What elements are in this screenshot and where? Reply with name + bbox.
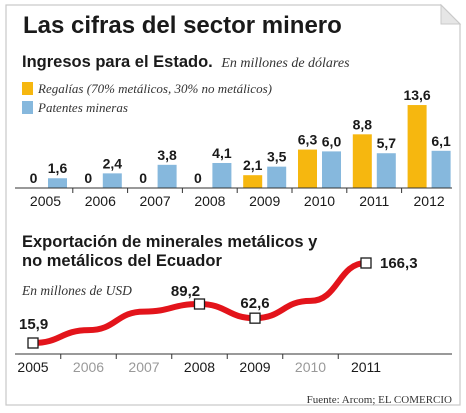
line-x-tick-label: 2006	[73, 359, 104, 375]
bar-royalties	[243, 175, 263, 188]
bar-x-tick-label: 2006	[85, 193, 116, 209]
line-x-tick-label: 2008	[184, 359, 215, 375]
bar-value-label: 0	[194, 170, 202, 186]
line-chart-title-1: Exportación de minerales metálicos y	[22, 233, 318, 251]
bar-patents	[267, 166, 287, 188]
bar-patents	[48, 178, 67, 188]
line-marks: 15,9 89,2 62,6 166,3	[19, 255, 418, 349]
revenue-bar-chart: Ingresos para el Estado. En millones de …	[15, 53, 452, 209]
bar-x-tick-label: 2005	[30, 193, 61, 209]
main-title: Las cifras del sector minero	[23, 12, 342, 39]
line-x-tick-label: 2005	[17, 359, 48, 375]
legend-swatch-royalties	[22, 82, 33, 95]
line-x-tick-label: 2011	[351, 359, 381, 375]
bar-value-label: 0	[84, 170, 92, 186]
source-credit: Fuente: Arcom; EL COMERCIO	[307, 394, 452, 406]
bar-x-axis: 2005 2006 2007 2008 2009 2010 2011 2012	[30, 188, 445, 209]
line-point-marker	[360, 257, 372, 269]
bar-value-label: 2,4	[103, 155, 123, 171]
legend-label-patents: Patentes mineras	[37, 100, 128, 115]
bar-value-label: 3,8	[157, 147, 177, 163]
bar-patents	[376, 153, 396, 188]
bar-x-tick-label: 2010	[304, 193, 335, 209]
bar-patents	[212, 162, 232, 188]
line-point-marker	[249, 312, 261, 324]
line-value-label: 166,3	[380, 255, 418, 272]
line-chart-subtitle: En millones de USD	[21, 283, 132, 298]
bar-x-tick-label: 2009	[249, 193, 280, 209]
line-x-tick-label: 2010	[295, 359, 326, 375]
bar-patents	[322, 151, 341, 188]
line-x-axis: 2005 2006 2007 2008 2009 2010 2011	[17, 354, 381, 375]
bar-royalties	[298, 149, 317, 188]
bar-value-label: 5,7	[377, 135, 397, 151]
bar-patents	[102, 173, 122, 188]
line-value-label: 62,6	[240, 295, 269, 312]
bar-value-label: 1,6	[48, 160, 68, 176]
bar-value-label: 13,6	[403, 87, 430, 103]
bar-value-label: 0	[139, 170, 147, 186]
bar-value-label: 2,1	[243, 157, 263, 173]
bar-x-tick-label: 2008	[194, 193, 225, 209]
bar-value-label: 3,5	[267, 149, 287, 165]
bar-value-label: 6,1	[431, 133, 451, 149]
line-point-marker	[193, 298, 206, 310]
bar-value-label: 6,3	[298, 132, 318, 148]
line-value-label: 89,2	[171, 283, 200, 300]
bar-marks: 0 1,6 0 2,4 0 3,8 0 4,1 2,13,5 6,3 6,0 8,85,7 13,6 6,…	[30, 87, 451, 188]
bar-x-tick-label: 2011	[359, 193, 389, 209]
bar-value-label: 6,0	[322, 133, 342, 149]
line-chart-title-2: no metálicos del Ecuador	[22, 252, 222, 270]
line-x-tick-label: 2009	[239, 359, 270, 375]
bar-value-label: 0	[30, 170, 38, 186]
legend-label-royalties: Regalías (70% metálicos, 30% no metálico…	[37, 81, 272, 96]
bar-value-label: 4,1	[212, 145, 232, 161]
bar-value-label: 8,8	[353, 116, 373, 132]
bar-royalties	[407, 105, 427, 188]
exports-line-chart: Exportación de minerales metálicos y no …	[15, 233, 452, 375]
line-x-tick-label: 2007	[128, 359, 159, 375]
bar-x-tick-label: 2012	[414, 193, 445, 209]
bar-patents	[157, 164, 177, 188]
line-point-marker	[27, 337, 39, 349]
bar-patents	[431, 150, 451, 188]
line-value-label: 15,9	[19, 316, 48, 333]
infographic-frame	[5, 4, 461, 406]
bar-chart-title: Ingresos para el Estado.	[22, 53, 213, 71]
folded-corner	[440, 3, 462, 25]
bar-chart-subtitle: En millones de dólares	[220, 56, 350, 71]
bar-royalties	[352, 134, 372, 188]
legend-swatch-patents	[22, 101, 33, 114]
bar-chart-heading: Ingresos para el Estado. En millones de …	[22, 53, 350, 71]
bar-x-tick-label: 2007	[140, 193, 171, 209]
